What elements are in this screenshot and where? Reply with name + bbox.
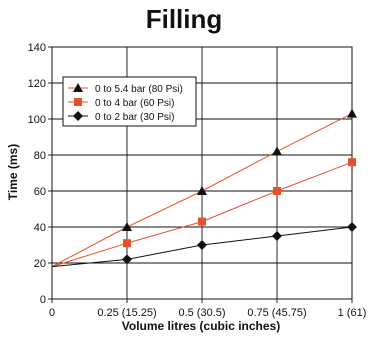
x-tick-label: 0.75 (45.75) [247, 307, 306, 319]
legend-label-3: 0 to 2 bar (30 Psi) [95, 112, 174, 123]
y-tick-label: 60 [34, 186, 46, 198]
x-tick-label: 1 (61) [338, 307, 367, 319]
series-3-point [347, 222, 357, 232]
x-tick-label: 0.5 (30.5) [178, 307, 225, 319]
y-tick-label: 20 [34, 258, 46, 270]
legend-marker-3 [73, 111, 83, 121]
plot-frame [51, 46, 353, 300]
x-tick-label: 0.25 (15.25) [97, 307, 156, 319]
y-tick-label: 120 [28, 78, 46, 90]
legend-label-2: 0 to 4 bar (60 Psi) [95, 98, 174, 109]
y-tick-label: 40 [34, 222, 46, 234]
series-2-point [348, 158, 356, 167]
series-2-point [273, 187, 281, 195]
legend-marker-2 [74, 98, 82, 106]
legend-marker-1 [73, 83, 83, 92]
series-1-point [122, 222, 132, 231]
series-1-point [272, 146, 282, 156]
y-tick-label: 0 [40, 294, 46, 306]
series-3-point [272, 231, 282, 241]
series-2-point [198, 217, 206, 226]
series-3-point [197, 240, 207, 250]
y-tick-label: 140 [28, 42, 46, 54]
series-2-point [123, 239, 131, 248]
chart-title: Filling [145, 4, 223, 34]
y-tick-label: 80 [34, 150, 46, 162]
y-axis-label: Time (ms) [6, 144, 20, 200]
x-axis-label: Volume litres (cubic inches) [122, 319, 280, 333]
chart-legend: 0 to 5.4 bar (80 Psi) 0 to 4 bar (60 Psi)… [62, 76, 197, 127]
y-tick-label: 100 [28, 114, 46, 126]
series-1-point [347, 108, 357, 118]
series-1-point [197, 186, 207, 195]
x-tick-label: 0 [49, 307, 55, 319]
series-3-point [122, 254, 132, 265]
legend-label-1: 0 to 5.4 bar (80 Psi) [95, 84, 183, 95]
